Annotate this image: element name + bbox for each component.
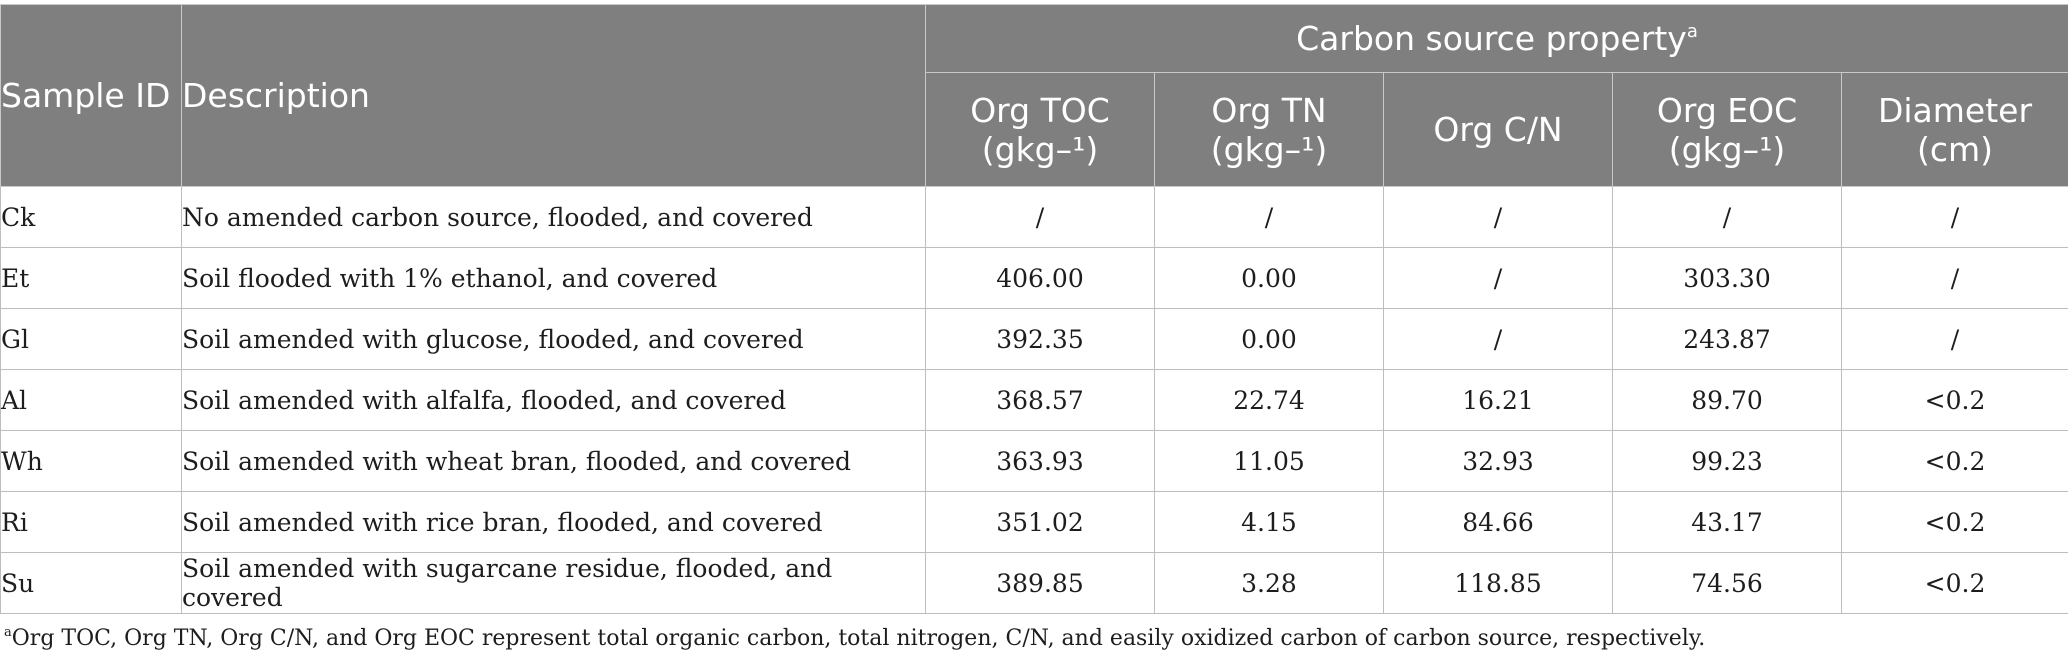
header-carbon-source-property: Carbon source propertya xyxy=(924,4,2068,73)
header-column: Org TOC (gkg–¹) xyxy=(925,72,1155,187)
sample-id-cell: Wh xyxy=(0,430,182,492)
org-tn-cell: 0.00 xyxy=(1154,247,1384,309)
description-cell: No amended carbon source, flooded, and c… xyxy=(181,186,926,248)
table-row: Wh Soil amended with wheat bran, flooded,… xyxy=(0,430,2068,492)
org-cn-cell: / xyxy=(1383,186,1613,248)
header-column-unit: (gkg–¹) xyxy=(1210,129,1328,169)
org-cn-cell: 16.21 xyxy=(1383,369,1613,431)
org-eoc-cell: / xyxy=(1612,186,1842,248)
org-toc-cell: 406.00 xyxy=(925,247,1155,309)
org-eoc-cell: 303.30 xyxy=(1612,247,1842,309)
header-column-label: Diameter xyxy=(1877,90,2033,130)
header-column-label: Org EOC xyxy=(1656,90,1798,130)
footnote-mark: a xyxy=(4,625,12,640)
org-toc-cell: 363.93 xyxy=(925,430,1155,492)
table-footnote: aOrg TOC, Org TN, Org C/N, and Org EOC r… xyxy=(4,626,1705,651)
org-tn-cell: 0.00 xyxy=(1154,308,1384,370)
sample-id-cell: Ri xyxy=(0,491,182,553)
org-eoc-cell: 43.17 xyxy=(1612,491,1842,553)
description-cell: Soil flooded with 1% ethanol, and covere… xyxy=(181,247,926,309)
table-row: Ck No amended carbon source, flooded, and… xyxy=(0,186,2068,248)
description-cell: Soil amended with wheat bran, flooded, a… xyxy=(181,430,926,492)
org-tn-cell: 3.28 xyxy=(1154,552,1384,614)
org-toc-cell: 351.02 xyxy=(925,491,1155,553)
header-column-label: Org TN xyxy=(1211,90,1327,130)
header-description: Description xyxy=(181,4,926,187)
org-cn-cell: 118.85 xyxy=(1383,552,1613,614)
org-eoc-cell: 89.70 xyxy=(1612,369,1842,431)
description-cell: Soil amended with rice bran, flooded, an… xyxy=(181,491,926,553)
header-sample-id: Sample ID xyxy=(0,4,182,187)
carbon-source-table: Sample ID Description Carbon source prop… xyxy=(0,4,2068,614)
org-tn-cell: 4.15 xyxy=(1154,491,1384,553)
org-tn-cell: 11.05 xyxy=(1154,430,1384,492)
sample-id-cell: Gl xyxy=(0,308,182,370)
diameter-cell: <0.2 xyxy=(1840,369,2068,431)
org-tn-cell: / xyxy=(1154,186,1384,248)
description-cell: Soil amended with alfalfa, flooded, and … xyxy=(181,369,926,431)
diameter-cell: / xyxy=(1840,186,2068,248)
org-cn-cell: / xyxy=(1383,308,1613,370)
diameter-cell: / xyxy=(1840,308,2068,370)
header-column-unit: (gkg–¹) xyxy=(981,129,1099,169)
sample-id-cell: Su xyxy=(0,552,182,614)
org-eoc-cell: 243.87 xyxy=(1612,308,1842,370)
org-toc-cell: 392.35 xyxy=(925,308,1155,370)
diameter-cell: <0.2 xyxy=(1840,430,2068,492)
table-row: Su Soil amended with sugarcane residue, f… xyxy=(0,552,2068,614)
header-column: Org C/N xyxy=(1383,72,1613,187)
header-column-label: Org C/N xyxy=(1433,110,1563,149)
diameter-cell: / xyxy=(1840,247,2068,309)
footnote-mark: a xyxy=(1686,21,1698,42)
header-column-unit: (gkg–¹) xyxy=(1668,129,1786,169)
org-eoc-cell: 74.56 xyxy=(1612,552,1842,614)
table-row: Gl Soil amended with glucose, flooded, an… xyxy=(0,308,2068,370)
header-column-unit: (cm) xyxy=(1916,129,1994,169)
org-cn-cell: 32.93 xyxy=(1383,430,1613,492)
sample-id-cell: Al xyxy=(0,369,182,431)
sample-id-cell: Et xyxy=(0,247,182,309)
table-row: Al Soil amended with alfalfa, flooded, an… xyxy=(0,369,2068,431)
org-eoc-cell: 99.23 xyxy=(1612,430,1842,492)
org-toc-cell: / xyxy=(925,186,1155,248)
header-column: Org TN (gkg–¹) xyxy=(1154,72,1384,187)
org-toc-cell: 368.57 xyxy=(925,369,1155,431)
table-row: Ri Soil amended with rice bran, flooded, … xyxy=(0,491,2068,553)
org-cn-cell: 84.66 xyxy=(1383,491,1613,553)
sample-id-cell: Ck xyxy=(0,186,182,248)
org-cn-cell: / xyxy=(1383,247,1613,309)
diameter-cell: <0.2 xyxy=(1840,491,2068,553)
table-row: Et Soil flooded with 1% ethanol, and cove… xyxy=(0,247,2068,309)
description-cell: Soil amended with sugarcane residue, flo… xyxy=(181,552,926,614)
description-cell: Soil amended with glucose, flooded, and … xyxy=(181,308,926,370)
header-column: Org EOC (gkg–¹) xyxy=(1612,72,1842,187)
header-column: Diameter (cm) xyxy=(1840,72,2068,187)
diameter-cell: <0.2 xyxy=(1840,552,2068,614)
header-column-label: Org TOC xyxy=(970,90,1110,130)
org-tn-cell: 22.74 xyxy=(1154,369,1384,431)
footnote-text: Org TOC, Org TN, Org C/N, and Org EOC re… xyxy=(11,626,1706,651)
org-toc-cell: 389.85 xyxy=(925,552,1155,614)
